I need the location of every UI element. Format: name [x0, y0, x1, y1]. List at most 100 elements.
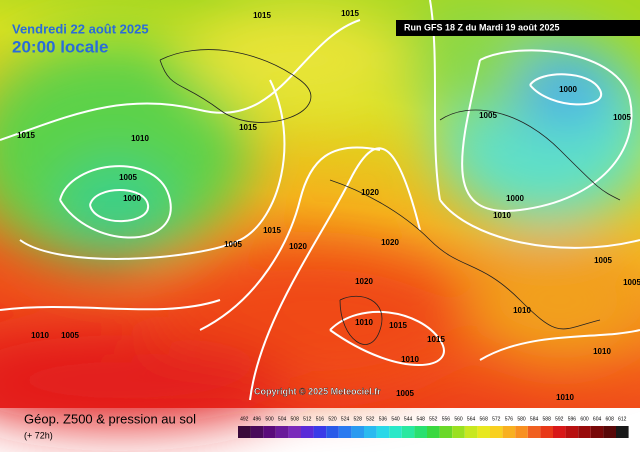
isobar-label: 1010: [593, 347, 611, 356]
scale-cell: [338, 426, 352, 438]
scale-label: 536: [379, 416, 388, 422]
scale-cell: [401, 426, 415, 438]
scale-label: 592: [555, 416, 564, 422]
scale-cell: [540, 426, 553, 438]
isobar-label: 1015: [389, 321, 407, 330]
isobar-label: 1020: [355, 277, 373, 286]
isobar-label: 1005: [623, 278, 640, 287]
scale-label: 572: [492, 416, 501, 422]
scale-cell: [376, 426, 390, 438]
scale-cell: [616, 426, 629, 438]
scale-cell: [313, 426, 327, 438]
scale-label: 568: [480, 416, 489, 422]
scale-cell: [565, 426, 579, 438]
scale-label: 540: [391, 416, 400, 422]
scale-cell: [502, 426, 516, 438]
scale-label: 608: [606, 416, 615, 422]
scale-label: 612: [618, 416, 627, 422]
date: Vendredi 22 août 2025: [12, 21, 149, 36]
run: Run GFS 18 Z du Mardi 19 août 2025: [404, 22, 560, 32]
isobar-label: 1010: [355, 318, 373, 327]
scale-label: 584: [530, 416, 539, 422]
scale-label: 564: [467, 416, 476, 422]
scale-label: 528: [354, 416, 363, 422]
scale-label: 560: [454, 416, 463, 422]
scale-cell: [250, 426, 264, 438]
scale-label: 516: [316, 416, 325, 422]
scale-label: 544: [404, 416, 413, 422]
isobar-label: 1010: [556, 393, 574, 402]
scale-cell: [527, 426, 541, 438]
scale-label: 604: [593, 416, 602, 422]
scale-cell: [439, 426, 453, 438]
scale-cell: [414, 426, 427, 438]
isobar-label: 1005: [613, 113, 631, 122]
scale-cell: [263, 426, 276, 438]
scale-label: 504: [278, 416, 287, 422]
isobar-label: 1005: [396, 389, 414, 398]
field: [0, 0, 640, 425]
scale-cell: [351, 426, 364, 438]
isobar-label: 1015: [253, 11, 271, 20]
scale-label: 548: [417, 416, 426, 422]
scale-label: 524: [341, 416, 350, 422]
scale-cell: [452, 426, 465, 438]
scale-cell: [490, 426, 503, 438]
isobar-label: 1015: [17, 131, 35, 140]
scale-label: 552: [429, 416, 438, 422]
isobar-label: 1015: [427, 335, 445, 344]
copyright: Copyright © 2025 Meteociel.fr: [254, 386, 381, 396]
scale-label: 588: [543, 416, 552, 422]
scale-cell: [515, 426, 528, 438]
scale-label: 596: [568, 416, 577, 422]
isobar-label: 1005: [119, 173, 137, 182]
scale-cell: [427, 426, 440, 438]
isobar-label: 1010: [401, 355, 419, 364]
scale-label: 556: [442, 416, 451, 422]
isobar-label: 1005: [479, 111, 497, 120]
isobar-label: 1010: [131, 134, 149, 143]
isobar-label: 1000: [506, 194, 524, 203]
scale-label: 496: [253, 416, 262, 422]
run-box: [396, 20, 640, 36]
scale-cell: [578, 426, 591, 438]
time: 20:00 locale: [12, 37, 108, 56]
isobar-label: 1005: [224, 240, 242, 249]
isobar-label: 1010: [513, 306, 531, 315]
scale-cell: [364, 426, 377, 438]
scale-label: 512: [303, 416, 312, 422]
isobar-label: 1020: [289, 242, 307, 251]
scale-label: 532: [366, 416, 375, 422]
isobar-label: 1005: [61, 331, 79, 340]
scale-label: 500: [265, 416, 274, 422]
scale-cell: [477, 426, 490, 438]
scale-cell: [288, 426, 301, 438]
isobar-label: 1015: [341, 9, 359, 18]
scale-label: 580: [517, 416, 526, 422]
scale-cell: [553, 426, 566, 438]
footer-lead: (+ 72h): [24, 430, 53, 440]
isobars: [0, 0, 640, 400]
footer-title: Géop. Z500 & pression au sol: [24, 411, 196, 426]
scale-cell: [389, 426, 402, 438]
scale-cell: [238, 426, 251, 438]
isobar-label: 1015: [239, 123, 257, 132]
scale-label: 520: [328, 416, 337, 422]
isobar-label: 1010: [493, 211, 511, 220]
scale-label: 508: [291, 416, 300, 422]
scale-cell: [326, 426, 339, 438]
scale-cell: [603, 426, 616, 438]
scale-cell: [590, 426, 604, 438]
isobar-label: 1020: [361, 188, 379, 197]
scale-cell: [275, 426, 289, 438]
coastlines: [159, 49, 621, 345]
isobar-label: 1015: [263, 226, 281, 235]
scale-label: 600: [580, 416, 589, 422]
scale-label: 576: [505, 416, 514, 422]
isobar-label: 1000: [559, 85, 577, 94]
scale-label: 492: [240, 416, 249, 422]
isobar-label: 1000: [123, 194, 141, 203]
scale-cell: [464, 426, 478, 438]
isobar-label: 1020: [381, 238, 399, 247]
